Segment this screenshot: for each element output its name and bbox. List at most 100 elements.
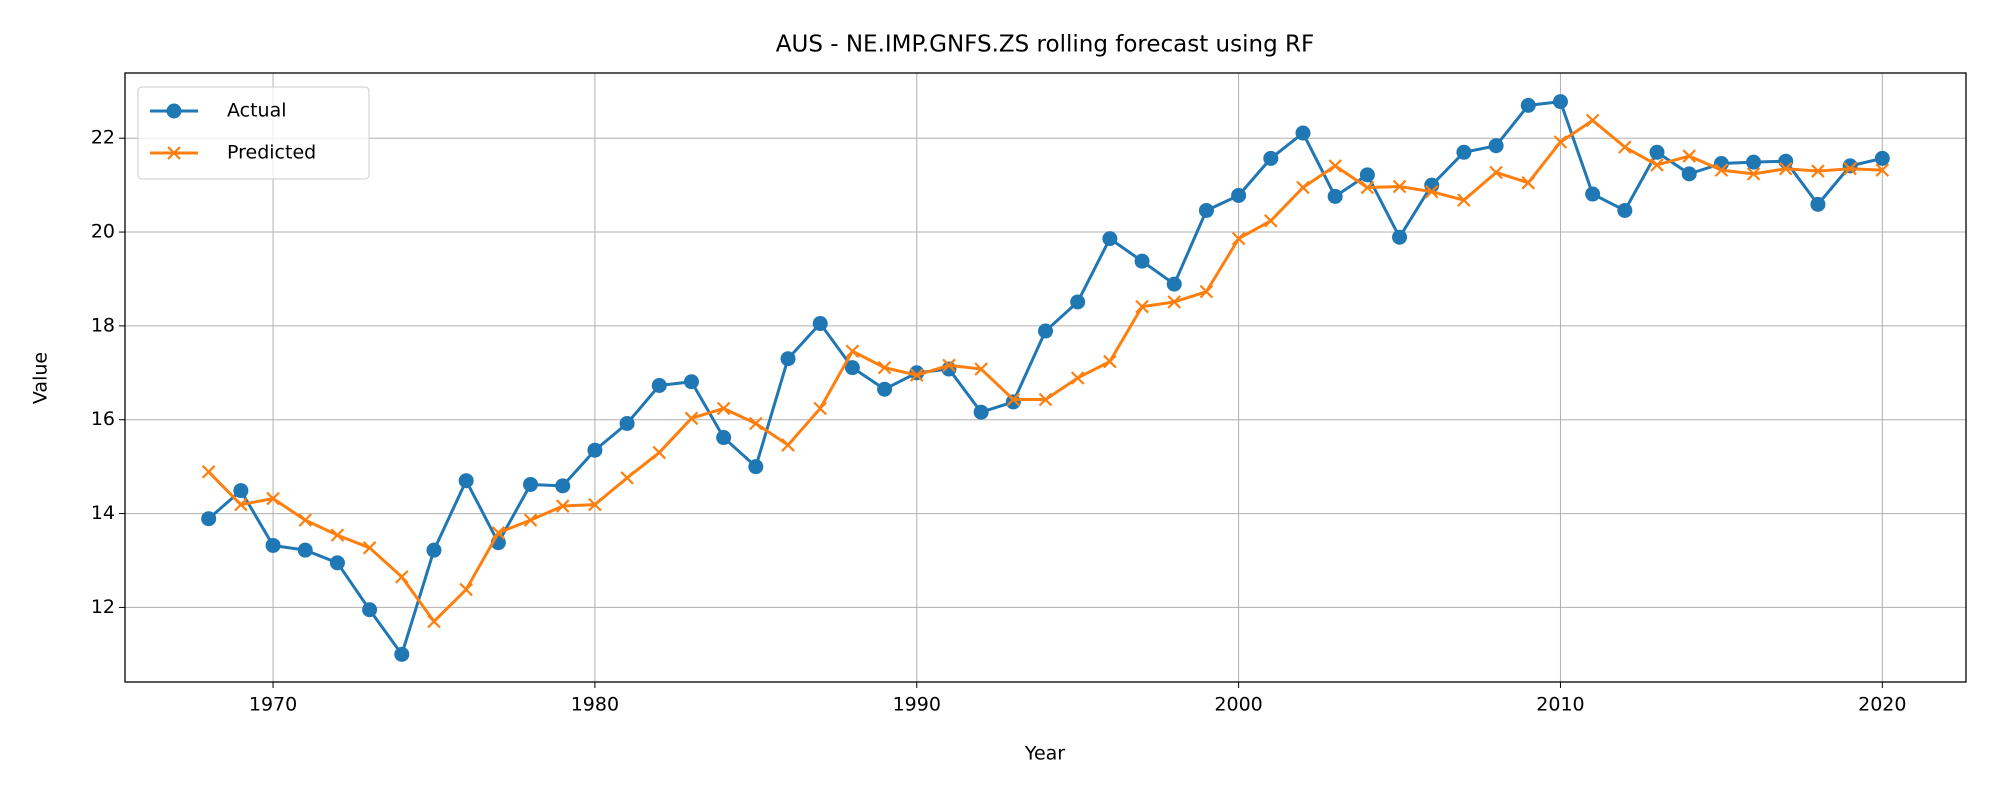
point-marker xyxy=(684,411,699,426)
point-marker xyxy=(330,528,345,542)
point-marker xyxy=(1038,323,1053,339)
point-marker xyxy=(1842,158,1858,174)
point-marker xyxy=(555,478,571,494)
point-marker xyxy=(1521,176,1536,190)
point-marker xyxy=(1134,253,1150,269)
point-marker xyxy=(1489,165,1503,180)
x-tick-label: 1970 xyxy=(249,694,297,716)
point-marker xyxy=(523,476,539,492)
point-marker xyxy=(1746,154,1762,170)
point-marker xyxy=(491,526,506,540)
point-marker xyxy=(877,360,892,375)
y-tick-label: 14 xyxy=(91,502,115,524)
point-marker xyxy=(555,499,570,513)
point-marker xyxy=(716,401,731,416)
point-marker xyxy=(909,365,925,381)
point-marker xyxy=(1682,149,1696,163)
point-marker xyxy=(683,374,699,390)
point-marker xyxy=(266,491,280,506)
point-marker xyxy=(877,381,893,397)
point-marker xyxy=(395,570,409,584)
point-marker xyxy=(1875,163,1890,177)
point-marker xyxy=(942,358,956,373)
point-marker xyxy=(1103,354,1117,369)
point-marker xyxy=(426,542,442,558)
point-marker xyxy=(234,497,248,512)
point-marker xyxy=(909,368,924,382)
point-marker xyxy=(749,416,763,431)
x-tick-label: 2020 xyxy=(1858,694,1906,716)
point-marker xyxy=(362,602,378,618)
point-marker xyxy=(1778,161,1793,176)
point-marker xyxy=(1457,193,1471,207)
y-tick-label: 16 xyxy=(91,408,115,430)
point-marker xyxy=(458,473,474,489)
point-marker xyxy=(651,377,667,393)
point-marker xyxy=(845,344,860,359)
x-tick-label: 1980 xyxy=(571,694,619,716)
point-marker xyxy=(1681,166,1697,182)
point-marker xyxy=(1006,392,1021,407)
point-marker xyxy=(329,555,345,571)
point-marker xyxy=(1070,371,1085,385)
point-marker xyxy=(1198,202,1214,218)
point-marker xyxy=(1520,97,1536,113)
point-marker xyxy=(1199,284,1214,299)
plot-frame xyxy=(124,72,1967,683)
point-marker xyxy=(1264,214,1278,228)
x-tick-label: 1990 xyxy=(893,694,941,716)
legend-label: Predicted xyxy=(227,142,316,164)
point-marker xyxy=(1328,159,1342,173)
point-marker xyxy=(1231,187,1247,203)
x-tick-label: 2010 xyxy=(1536,694,1584,716)
point-marker xyxy=(620,471,634,485)
point-marker xyxy=(1295,125,1311,141)
point-marker xyxy=(1392,229,1408,245)
point-marker xyxy=(1296,180,1310,195)
point-marker xyxy=(1102,231,1118,247)
point-marker xyxy=(1650,158,1664,172)
point-marker xyxy=(1843,161,1857,176)
point-marker xyxy=(1166,276,1182,292)
point-marker xyxy=(619,415,635,431)
legend-marker xyxy=(166,103,182,119)
point-marker xyxy=(233,483,249,499)
point-marker xyxy=(523,513,538,527)
series-line xyxy=(207,100,1883,656)
point-marker xyxy=(813,401,827,416)
point-marker xyxy=(652,445,667,460)
point-marker xyxy=(427,614,441,629)
point-marker xyxy=(1810,196,1826,212)
point-marker xyxy=(1874,150,1890,166)
point-marker xyxy=(1778,153,1794,169)
y-axis-label: Value xyxy=(30,352,52,404)
point-marker xyxy=(780,351,796,367)
point-marker xyxy=(844,360,860,376)
point-marker xyxy=(201,511,217,527)
chart-title: AUS - NE.IMP.GNFS.ZS rolling forecast us… xyxy=(776,32,1314,58)
point-marker xyxy=(1553,135,1568,149)
point-marker xyxy=(1618,140,1632,154)
point-marker xyxy=(1456,144,1472,160)
point-marker xyxy=(1359,167,1375,183)
point-marker xyxy=(394,646,410,662)
point-marker xyxy=(974,362,988,376)
point-marker xyxy=(1360,180,1375,195)
point-marker xyxy=(1263,150,1279,166)
point-marker xyxy=(587,442,603,458)
point-marker xyxy=(459,582,473,597)
point-marker xyxy=(1617,202,1633,218)
point-marker xyxy=(1649,144,1665,160)
point-marker xyxy=(716,430,732,446)
point-marker xyxy=(1811,164,1825,178)
legend-marker xyxy=(167,146,181,160)
point-marker xyxy=(1424,184,1439,199)
point-marker xyxy=(1714,163,1729,177)
point-marker xyxy=(297,542,313,558)
point-marker xyxy=(1070,294,1086,310)
point-marker xyxy=(1005,394,1021,410)
legend-label: Actual xyxy=(227,100,287,122)
point-marker xyxy=(1231,231,1246,246)
point-marker xyxy=(812,316,828,332)
y-tick-label: 20 xyxy=(91,221,115,243)
